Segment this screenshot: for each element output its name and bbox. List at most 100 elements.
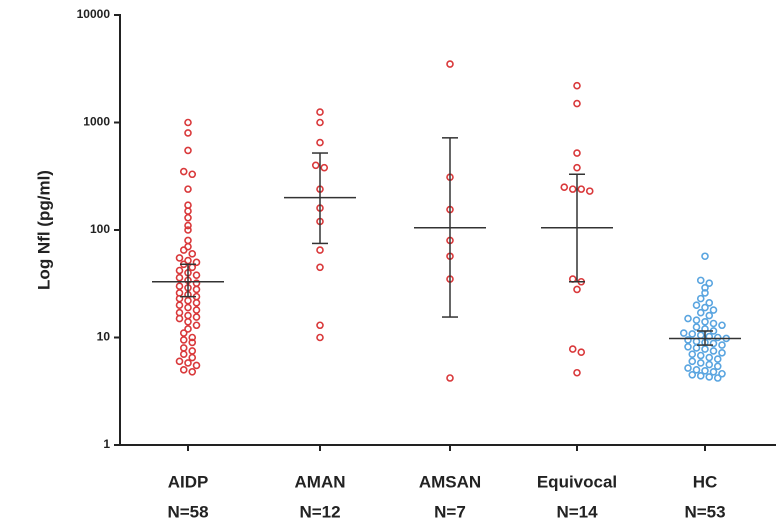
data-point [718, 349, 726, 357]
y-tick-label: 100 [90, 222, 110, 236]
data-point [179, 329, 188, 337]
data-point [179, 167, 188, 176]
data-point [568, 345, 577, 353]
data-point [192, 285, 201, 294]
data-point [560, 183, 569, 192]
data-point [316, 263, 324, 272]
data-point [692, 337, 701, 346]
data-point [184, 303, 192, 312]
data-point [184, 129, 192, 137]
data-point [320, 163, 329, 172]
data-point [184, 311, 192, 320]
data-point [184, 185, 192, 193]
data-point [701, 252, 709, 261]
data-point [692, 344, 701, 352]
x-tick-sublabel: N=53 [684, 502, 725, 521]
data-point [585, 187, 594, 195]
data-point [718, 321, 726, 330]
data-point [705, 311, 714, 320]
data-point [573, 81, 581, 90]
data-point [688, 330, 697, 338]
data-point [696, 294, 705, 303]
data-point [311, 161, 320, 170]
x-tick-label: Equivocal [537, 472, 617, 491]
data-point [696, 351, 705, 360]
data-point [179, 350, 188, 358]
data-point [175, 357, 184, 366]
data-point [718, 341, 726, 349]
data-point [446, 374, 454, 382]
data-point [692, 301, 701, 309]
data-point [684, 364, 692, 372]
data-point [188, 250, 197, 258]
data-point [701, 317, 709, 326]
data-point [316, 333, 324, 342]
data-point [184, 325, 192, 333]
data-point [701, 283, 709, 292]
data-point [713, 355, 722, 363]
data-point [705, 332, 714, 341]
data-point [175, 266, 184, 275]
data-point [184, 359, 192, 367]
data-point [577, 348, 586, 356]
data-point [701, 289, 709, 297]
y-tick-label: 10000 [77, 7, 111, 21]
data-point [184, 226, 192, 234]
data-point [688, 350, 697, 358]
data-point [573, 368, 581, 377]
data-point [184, 118, 192, 127]
x-tick-label: HC [693, 472, 718, 491]
data-point [568, 185, 577, 193]
data-point [705, 373, 714, 381]
data-point [192, 271, 201, 279]
data-point [705, 299, 714, 307]
data-point [701, 303, 709, 312]
data-point [692, 323, 701, 331]
data-point [179, 366, 188, 374]
data-point [446, 60, 454, 68]
data-point [184, 213, 192, 222]
data-point [184, 317, 192, 326]
x-tick-label: AIDP [168, 472, 209, 491]
data-point [175, 254, 184, 262]
data-point [192, 299, 201, 307]
data-point [701, 367, 709, 375]
data-point [718, 369, 726, 378]
y-tick-label: 10 [97, 330, 111, 344]
data-point [705, 360, 714, 369]
data-point [709, 319, 718, 328]
data-point [184, 296, 192, 305]
x-tick-sublabel: N=7 [434, 502, 466, 521]
data-point [316, 321, 324, 330]
data-point [184, 236, 192, 245]
data-point [713, 362, 722, 371]
data-point [188, 263, 197, 272]
data-point [192, 306, 201, 314]
data-point [188, 338, 197, 347]
data-point [709, 367, 718, 376]
data-point [696, 372, 705, 380]
data-point [175, 273, 184, 282]
data-point [316, 246, 324, 254]
data-point [573, 285, 581, 294]
data-point [179, 344, 188, 352]
data-point [192, 313, 201, 321]
x-tick-sublabel: N=58 [167, 502, 208, 521]
data-point [705, 279, 714, 287]
data-point [188, 367, 197, 376]
data-point [573, 163, 581, 172]
data-point [316, 108, 324, 116]
data-point [709, 339, 718, 348]
data-point [188, 347, 197, 355]
data-point [179, 336, 188, 344]
data-point [684, 342, 692, 351]
data-point [696, 331, 705, 340]
data-point [577, 185, 586, 193]
data-point [713, 333, 722, 342]
data-point [175, 282, 184, 291]
data-point [709, 306, 718, 314]
x-tick-sublabel: N=12 [299, 502, 340, 521]
data-point [696, 308, 705, 317]
data-point [713, 374, 722, 382]
